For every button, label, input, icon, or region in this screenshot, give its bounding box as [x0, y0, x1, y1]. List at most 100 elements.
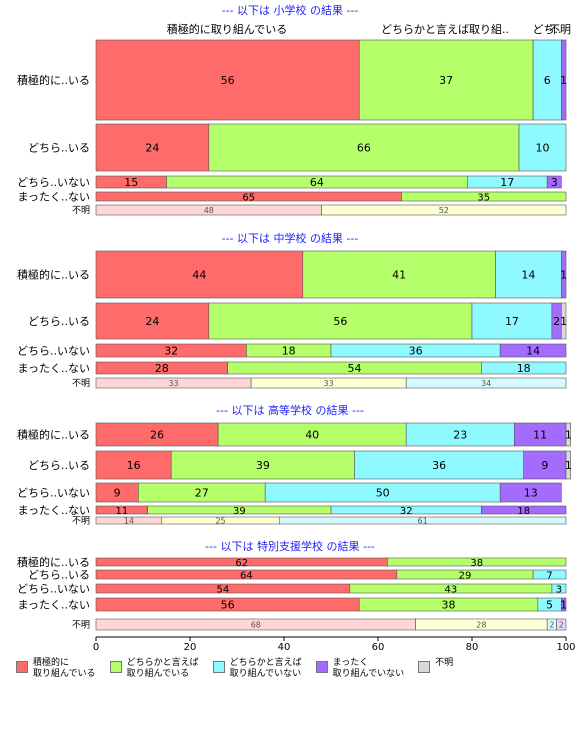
data-label: 14	[521, 269, 535, 282]
data-label: 1	[565, 459, 572, 472]
bar-segment	[387, 557, 567, 567]
data-label: 37	[439, 74, 453, 87]
bar-segment	[302, 250, 496, 299]
row-label: まったく..ない	[17, 504, 90, 517]
data-label: 18	[282, 345, 296, 358]
data-label: 11	[115, 506, 128, 517]
row-label: 積極的に..いる	[17, 268, 90, 282]
legend-label: どちらかと言えば 取り組んでいる	[126, 658, 199, 679]
data-label: 50	[376, 487, 390, 500]
data-label: 56	[221, 599, 235, 612]
data-label: 1	[560, 315, 567, 328]
bar-segment	[170, 450, 355, 480]
data-label: 17	[505, 315, 519, 328]
data-label: 18	[517, 362, 531, 375]
legend-item-3: まったく 取り組んでいない	[315, 658, 404, 680]
legend-label: 積極的に 取り組んでいる	[33, 658, 96, 679]
data-label: 54	[348, 362, 362, 375]
data-label: 3	[556, 584, 562, 595]
data-label: 64	[240, 570, 253, 581]
data-label: 28	[476, 621, 486, 630]
row-label: どちら..いない	[17, 176, 90, 189]
data-label: 27	[195, 487, 209, 500]
x-tick-label: 80	[466, 642, 479, 650]
bar-segment	[95, 302, 210, 340]
top-label-0: 積極的に取り組んでいる	[167, 22, 287, 36]
bar-segment	[560, 39, 567, 121]
data-label: 9	[114, 487, 121, 500]
row-label: まったく..ない	[17, 191, 90, 204]
legend-swatch	[212, 661, 225, 673]
data-label: 52	[439, 206, 449, 215]
bar-segment	[354, 450, 524, 480]
row-label: まったく..ない	[17, 362, 90, 375]
row-label: どちら..いる	[28, 142, 90, 155]
row-label: どちら..いる	[28, 459, 90, 472]
legend-label: どちらかと言えば 取り組んでいない	[229, 658, 302, 679]
bar-segment	[208, 302, 473, 340]
data-label: 43	[444, 584, 457, 595]
data-label: 48	[204, 206, 214, 215]
bar-segment	[321, 204, 567, 216]
bar-segment	[518, 123, 567, 172]
x-tick-label: 60	[372, 642, 385, 650]
data-label: 2	[559, 621, 564, 630]
bar-segment	[95, 123, 210, 172]
row-label: どちら..いない	[17, 487, 90, 500]
bar-segment	[565, 422, 571, 447]
data-label: 1	[565, 429, 572, 442]
data-label: 38	[470, 558, 483, 569]
data-label: 16	[127, 459, 141, 472]
bar-segment	[523, 450, 567, 480]
bar-segment	[471, 302, 553, 340]
data-label: 62	[235, 558, 248, 569]
row-label: まったく..ない	[17, 599, 90, 612]
data-label: 36	[432, 459, 446, 472]
data-label: 54	[217, 584, 230, 595]
data-label: 39	[233, 506, 246, 517]
data-label: 64	[310, 176, 324, 189]
legend-swatch	[315, 661, 328, 673]
bar-segment	[546, 175, 562, 189]
bar-segment	[208, 123, 520, 172]
row-label: どちら..いる	[28, 569, 90, 582]
bar-segment	[278, 516, 567, 525]
bar-segment	[532, 569, 567, 580]
row-label: 積極的に..いる	[17, 73, 90, 87]
data-label: 61	[418, 517, 428, 526]
panel-title-3: --- 以下は 特別支援学校 の結果 ---	[205, 539, 375, 553]
data-label: 29	[459, 570, 472, 581]
bar-segment	[95, 250, 304, 299]
legend-label: 不明	[435, 658, 454, 668]
data-label: 26	[150, 429, 164, 442]
data-label: 2	[549, 621, 554, 630]
data-label: 17	[500, 176, 514, 189]
data-label: 25	[215, 517, 225, 526]
top-label-3: 不明	[549, 23, 571, 36]
bar-segment	[560, 250, 567, 299]
legend-item-4: 不明	[418, 658, 453, 680]
data-label: 7	[546, 570, 552, 581]
data-label: 1	[560, 74, 567, 87]
chart-plot-svg: 積極的に取り組んでいる どちらかと言えば取り組.. どち..不明--- 以下は 小学…	[17, 3, 576, 650]
data-label: 11	[533, 429, 547, 442]
data-label: 1	[560, 269, 567, 282]
row-label: 不明	[72, 378, 90, 389]
data-label: 2	[553, 315, 560, 328]
data-label: 24	[145, 142, 159, 155]
data-label: 38	[442, 599, 456, 612]
chart-legend: 積極的に 取り組んでいる どちらかと言えば 取り組んでいる どちらかと言えば 取り組…	[16, 658, 453, 680]
data-label: 14	[526, 345, 540, 358]
legend-item-0: 積極的に 取り組んでいる	[16, 658, 96, 680]
data-label: 23	[453, 429, 467, 442]
data-label: 33	[168, 379, 178, 388]
data-label: 33	[324, 379, 334, 388]
data-label: 3	[551, 176, 558, 189]
top-label-2: どち..	[533, 23, 562, 36]
data-label: 41	[392, 269, 406, 282]
bar-segment	[560, 302, 567, 340]
data-label: 28	[155, 362, 169, 375]
data-label: 56	[221, 74, 235, 87]
bar-segment	[358, 39, 534, 121]
